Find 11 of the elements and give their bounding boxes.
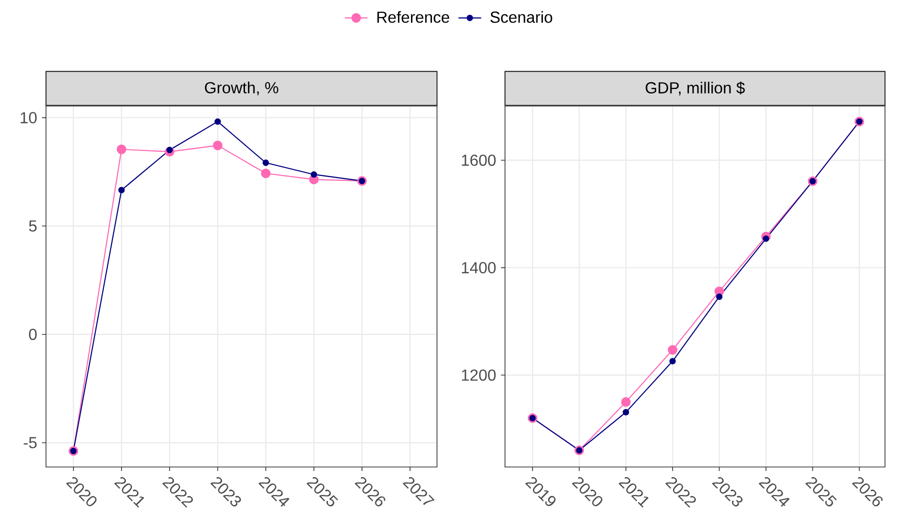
y-tick-label: 1400 [462, 262, 496, 274]
y-tick-label: 0 [29, 328, 37, 340]
y-tick-label: 1600 [462, 154, 496, 166]
legend-label: Scenario [490, 11, 552, 23]
legend-label: Reference [377, 11, 450, 23]
y-tick-label: 10 [20, 112, 37, 124]
y-tick-label: -5 [24, 437, 37, 448]
y-tick-label: 1200 [462, 369, 496, 381]
chart-title: GDP, million $ [646, 82, 745, 96]
y-tick-label: 5 [29, 220, 37, 232]
chart-title: Growth, % [204, 82, 278, 96]
